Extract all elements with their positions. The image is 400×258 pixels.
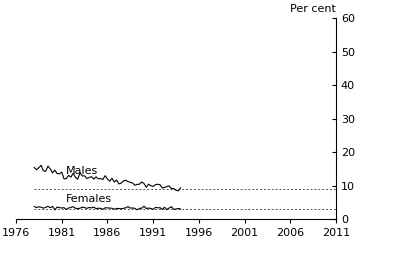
Text: Per cent: Per cent: [290, 4, 336, 14]
Text: Females: Females: [66, 194, 112, 204]
Text: Males: Males: [66, 166, 98, 176]
